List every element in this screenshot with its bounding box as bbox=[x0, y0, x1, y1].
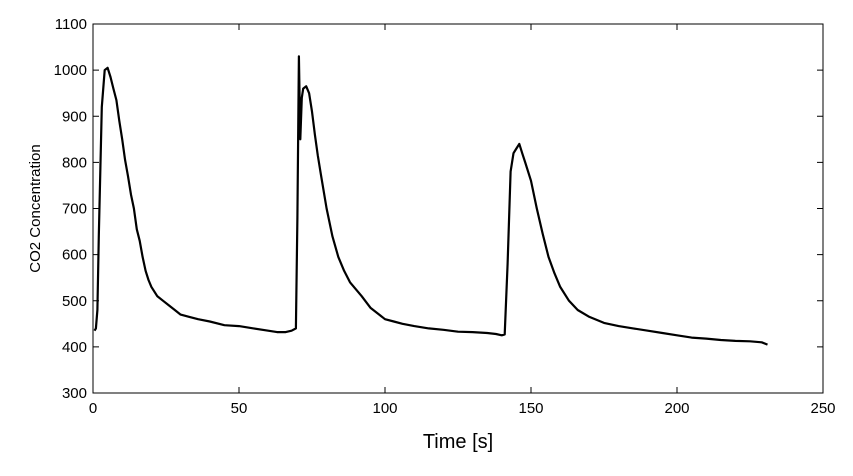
plot-area-frame bbox=[92, 23, 824, 394]
y-tick-label: 900 bbox=[62, 108, 87, 125]
y-tick-label: 1000 bbox=[54, 62, 87, 79]
y-tick-label: 500 bbox=[62, 293, 87, 310]
y-tick-label: 1100 bbox=[55, 16, 87, 33]
y-axis-ticks: 300 400 500 600 700 800 900 1000 1100 bbox=[54, 16, 823, 402]
x-tick-label: 100 bbox=[372, 400, 397, 417]
y-tick-label: 600 bbox=[62, 247, 87, 264]
y-tick-label: 700 bbox=[62, 201, 87, 218]
x-tick-label: 50 bbox=[231, 400, 248, 417]
x-tick-label: 200 bbox=[664, 400, 689, 417]
y-tick-label: 300 bbox=[62, 385, 87, 402]
y-axis-label: CO2 Concentration bbox=[27, 144, 44, 272]
y-tick-label: 800 bbox=[62, 154, 87, 171]
x-axis-ticks: 0 50 100 150 200 250 bbox=[89, 24, 836, 417]
y-tick-label: 400 bbox=[62, 339, 87, 356]
x-tick-label: 250 bbox=[810, 400, 835, 417]
x-tick-label: 150 bbox=[518, 400, 543, 417]
x-axis-label: Time [s] bbox=[423, 431, 493, 453]
co2-series-line bbox=[93, 55, 768, 346]
x-tick-label: 0 bbox=[89, 400, 97, 417]
